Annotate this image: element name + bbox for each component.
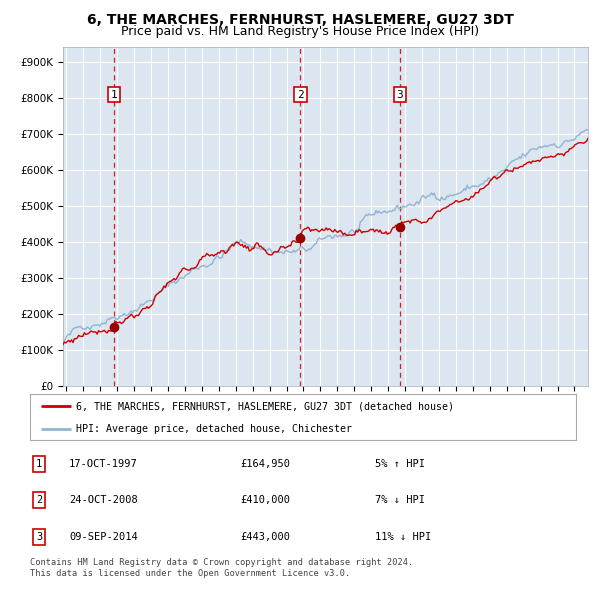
Text: 6, THE MARCHES, FERNHURST, HASLEMERE, GU27 3DT (detached house): 6, THE MARCHES, FERNHURST, HASLEMERE, GU… [76, 401, 454, 411]
Text: 6, THE MARCHES, FERNHURST, HASLEMERE, GU27 3DT: 6, THE MARCHES, FERNHURST, HASLEMERE, GU… [86, 13, 514, 27]
Text: 1: 1 [110, 90, 117, 100]
Text: Price paid vs. HM Land Registry's House Price Index (HPI): Price paid vs. HM Land Registry's House … [121, 25, 479, 38]
Text: 2: 2 [297, 90, 304, 100]
Text: 7% ↓ HPI: 7% ↓ HPI [375, 496, 425, 505]
Text: 3: 3 [397, 90, 403, 100]
Text: 11% ↓ HPI: 11% ↓ HPI [375, 532, 431, 542]
Text: 2: 2 [36, 496, 42, 505]
Text: 09-SEP-2014: 09-SEP-2014 [69, 532, 138, 542]
Text: 3: 3 [36, 532, 42, 542]
Text: 1: 1 [36, 459, 42, 468]
Text: 5% ↑ HPI: 5% ↑ HPI [375, 459, 425, 468]
Text: 24-OCT-2008: 24-OCT-2008 [69, 496, 138, 505]
Text: £164,950: £164,950 [240, 459, 290, 468]
Text: Contains HM Land Registry data © Crown copyright and database right 2024.
This d: Contains HM Land Registry data © Crown c… [30, 558, 413, 578]
Text: HPI: Average price, detached house, Chichester: HPI: Average price, detached house, Chic… [76, 424, 352, 434]
Text: £443,000: £443,000 [240, 532, 290, 542]
Text: £410,000: £410,000 [240, 496, 290, 505]
Text: 17-OCT-1997: 17-OCT-1997 [69, 459, 138, 468]
